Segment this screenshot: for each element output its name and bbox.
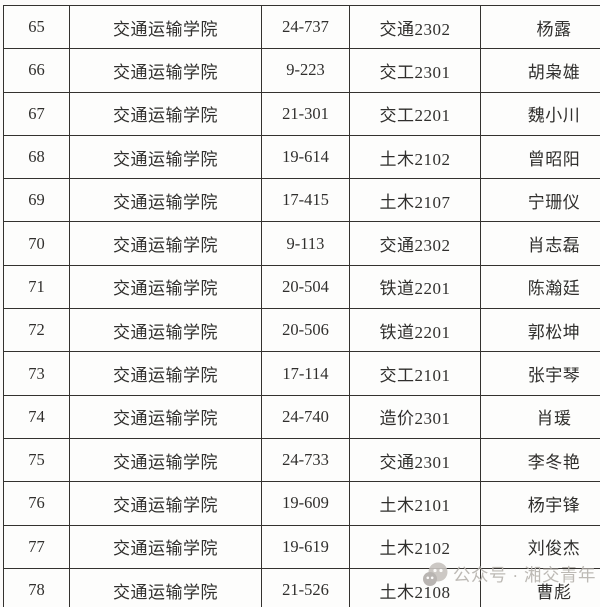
cell-name: 刘俊杰: [481, 526, 600, 569]
cell-college: 交通运输学院: [70, 438, 262, 483]
cell-name: 陈瀚廷: [481, 266, 600, 310]
table-row: 75 交通运输学院 24-733 交通2301 李冬艳: [4, 438, 600, 483]
table-row: 77 交通运输学院 19-619 土木2102 刘俊杰: [4, 525, 600, 569]
table-row: 68 交通运输学院 19-614 土木2102 曾昭阳: [4, 135, 600, 180]
cell-room: 19-609: [262, 482, 350, 526]
cell-index: 68: [4, 135, 70, 180]
cell-class: 交工2101: [350, 352, 481, 396]
cell-college: 交通运输学院: [70, 395, 262, 439]
cell-college: 交通运输学院: [70, 135, 262, 180]
cell-college: 交通运输学院: [70, 525, 262, 569]
cell-room: 21-526: [262, 568, 350, 607]
cell-name: 郭松坤: [481, 309, 600, 353]
table-row: 69 交通运输学院 17-415 土木2107 宁珊仪: [4, 179, 600, 223]
cell-college: 交通运输学院: [70, 6, 262, 50]
table-row: 71 交通运输学院 20-504 铁道2201 陈瀚廷: [4, 265, 600, 310]
cell-room: 24-733: [262, 438, 350, 483]
cell-name: 宁珊仪: [481, 179, 600, 223]
cell-class: 交通2301: [350, 438, 481, 483]
cell-index: 77: [4, 525, 70, 569]
cell-index: 67: [4, 92, 70, 136]
cell-name: 杨露: [481, 6, 600, 50]
cell-room: 19-614: [262, 135, 350, 180]
cell-name: 肖瑗: [481, 396, 600, 439]
cell-room: 17-114: [262, 352, 350, 396]
table-row: 67 交通运输学院 21-301 交工2201 魏小川: [4, 92, 600, 136]
cell-index: 75: [4, 438, 70, 483]
cell-college: 交通运输学院: [70, 352, 262, 396]
table-row: 78 交通运输学院 21-526 土木2108 曹彪: [4, 568, 600, 607]
cell-index: 65: [4, 6, 70, 50]
cell-class: 交通2302: [350, 222, 481, 266]
cell-room: 17-415: [262, 179, 350, 223]
cell-index: 73: [4, 352, 70, 396]
cell-college: 交通运输学院: [70, 568, 262, 607]
cell-name: 张宇琴: [481, 352, 600, 396]
cell-class: 交工2301: [350, 49, 481, 93]
cell-class: 铁道2201: [350, 309, 481, 353]
cell-college: 交通运输学院: [70, 92, 262, 136]
cell-class: 交工2201: [350, 92, 481, 136]
table-row: 73 交通运输学院 17-114 交工2101 张宇琴: [4, 352, 600, 396]
cell-college: 交通运输学院: [70, 179, 262, 223]
table-row: 74 交通运输学院 24-740 造价2301 肖瑗: [4, 395, 600, 439]
cell-room: 20-506: [262, 309, 350, 353]
cell-class: 交通2302: [350, 6, 481, 50]
cell-name: 曹彪: [481, 569, 600, 607]
cell-name: 曾昭阳: [481, 136, 600, 180]
cell-class: 铁道2201: [350, 265, 481, 310]
table-row: 76 交通运输学院 19-609 土木2101 杨宇锋: [4, 482, 600, 526]
cell-college: 交通运输学院: [70, 482, 262, 526]
cell-index: 78: [4, 568, 70, 607]
cell-class: 土木2101: [350, 482, 481, 526]
cell-index: 72: [4, 309, 70, 353]
table-row: 70 交通运输学院 9-113 交通2302 肖志磊: [4, 222, 600, 266]
cell-index: 76: [4, 482, 70, 526]
cell-class: 土木2107: [350, 179, 481, 223]
cell-room: 9-223: [262, 49, 350, 93]
cell-name: 胡枭雄: [481, 49, 600, 93]
cell-room: 24-740: [262, 395, 350, 439]
cell-name: 肖志磊: [481, 222, 600, 266]
cell-class: 土木2102: [350, 525, 481, 569]
cell-class: 造价2301: [350, 395, 481, 439]
cell-class: 土木2102: [350, 135, 481, 180]
table-row: 65 交通运输学院 24-737 交通2302 杨露: [4, 6, 600, 50]
cell-room: 19-619: [262, 525, 350, 569]
cell-index: 71: [4, 265, 70, 310]
exam-room-assignment-table: 65 交通运输学院 24-737 交通2302 杨露 66 交通运输学院 9-223 交工230…: [3, 5, 600, 607]
table-row: 72 交通运输学院 20-506 铁道2201 郭松坤: [4, 309, 600, 353]
cell-index: 70: [4, 222, 70, 266]
cell-class: 土木2108: [350, 568, 481, 607]
cell-college: 交通运输学院: [70, 49, 262, 93]
cell-room: 9-113: [262, 222, 350, 266]
cell-room: 20-504: [262, 265, 350, 310]
table-row: 66 交通运输学院 9-223 交工2301 胡枭雄: [4, 49, 600, 93]
cell-college: 交通运输学院: [70, 309, 262, 353]
cell-index: 66: [4, 49, 70, 93]
cell-room: 21-301: [262, 92, 350, 136]
cell-index: 74: [4, 395, 70, 439]
cell-name: 杨宇锋: [481, 482, 600, 526]
cell-name: 李冬艳: [481, 439, 600, 483]
cell-college: 交通运输学院: [70, 265, 262, 310]
cell-college: 交通运输学院: [70, 222, 262, 266]
cell-room: 24-737: [262, 6, 350, 50]
cell-index: 69: [4, 179, 70, 223]
cell-name: 魏小川: [481, 93, 600, 136]
